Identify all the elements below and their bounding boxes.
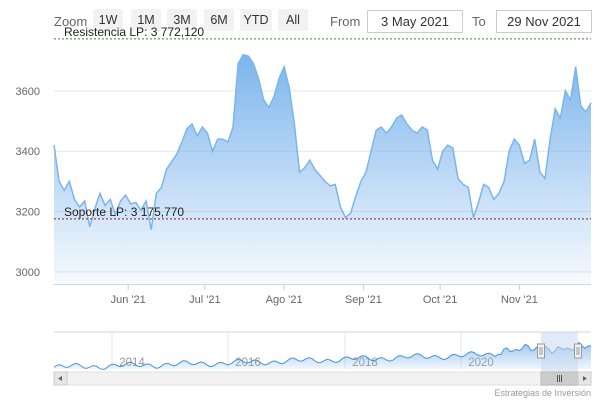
range-button-3m[interactable]: 3M (167, 9, 197, 31)
navigator-line (53, 341, 592, 370)
to-label: To (472, 14, 486, 29)
navigator-handle[interactable] (537, 343, 545, 359)
x-tick-label: Jul '21 (189, 294, 220, 306)
y-axis: 3000 3200 3400 3600 (16, 86, 40, 279)
reference-lines: Resistencia LP: 3 772,120 Soporte LP: 3 1… (54, 25, 591, 220)
range-button-ytd[interactable]: YTD (240, 9, 272, 31)
scroll-right-arrow-icon (583, 376, 587, 381)
range-button-1m[interactable]: 1M (131, 9, 161, 31)
reference-line-label: Resistencia LP: 3 772,120 (64, 25, 204, 39)
x-tick-label: Ago '21 (266, 294, 303, 306)
range-button-all[interactable]: All (278, 9, 308, 31)
to-date-input[interactable]: 29 Nov 2021 (496, 10, 592, 33)
series-area (54, 54, 591, 284)
x-axis: Jun '21 Jul '21 Ago '21 Sep '21 Oct '21 Nov '… (54, 284, 591, 306)
range-button-1w[interactable]: 1W (93, 9, 123, 31)
range-button-6m[interactable]: 6M (204, 9, 234, 31)
navigator-handle[interactable] (574, 343, 582, 359)
zoom-label: Zoom (54, 14, 88, 29)
navigator-scrollbar-track[interactable] (53, 371, 592, 386)
x-tick-label: Jun '21 (111, 294, 146, 306)
from-date-input[interactable]: 3 May 2021 (367, 10, 463, 33)
x-tick-label: Oct '21 (423, 294, 458, 306)
scroll-left-arrow-icon (58, 376, 62, 381)
x-tick-label: Nov '21 (501, 294, 538, 306)
navigator[interactable]: 2014201620182020 (53, 331, 592, 386)
price-series (53, 53, 592, 284)
y-tick-label: 3200 (16, 207, 40, 219)
y-tick-label: 3600 (16, 86, 40, 98)
from-label: From (330, 14, 361, 29)
y-tick-label: 3400 (16, 146, 40, 158)
range-selector: Zoom 1W 1M 3M 6M YTD All From 3 May 2021… (0, 0, 603, 38)
x-tick-label: Sep '21 (345, 294, 382, 306)
series-line (53, 53, 592, 230)
navigator-area (54, 342, 591, 370)
chart-credit[interactable]: Estrategias de Inversión (494, 388, 591, 398)
y-tick-label: 3000 (16, 267, 40, 279)
reference-line-label: Soporte LP: 3 175,770 (64, 205, 184, 219)
